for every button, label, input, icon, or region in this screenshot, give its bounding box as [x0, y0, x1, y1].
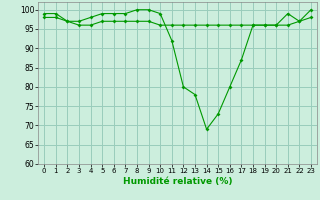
X-axis label: Humidité relative (%): Humidité relative (%)	[123, 177, 232, 186]
